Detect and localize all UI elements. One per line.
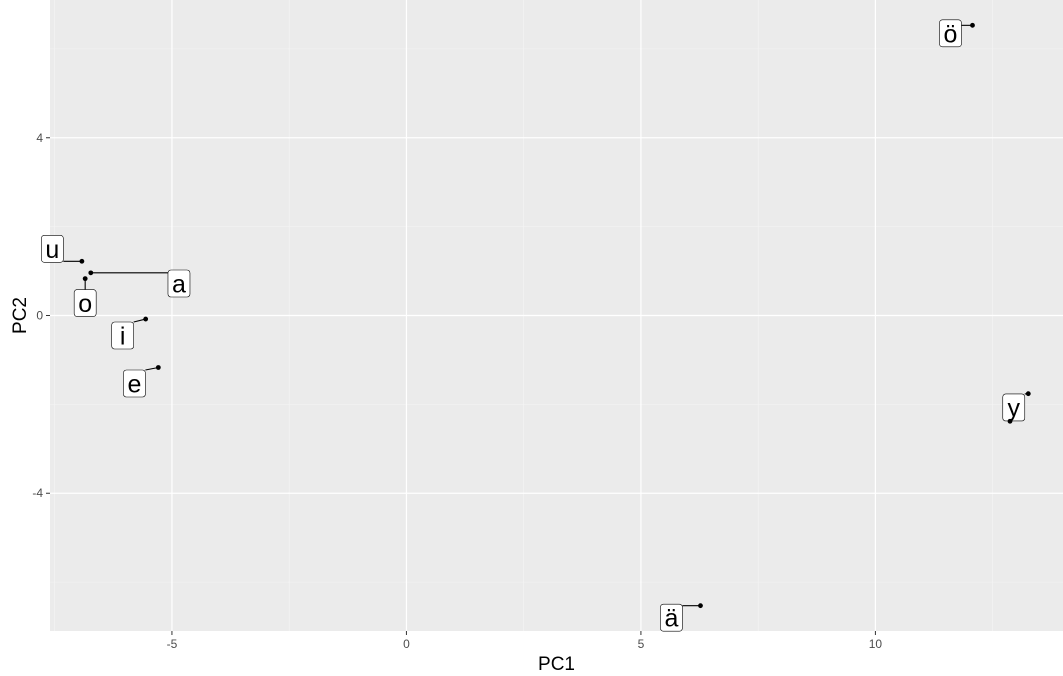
y-axis-ticks: -4 0 4 bbox=[32, 131, 50, 500]
y-axis-title: PC2 bbox=[10, 297, 31, 334]
x-axis-ticks: -5 0 5 10 bbox=[167, 631, 883, 651]
point-label: y bbox=[1002, 393, 1029, 422]
data-point bbox=[88, 270, 94, 276]
point-label: a bbox=[90, 269, 191, 299]
point-label: o bbox=[73, 278, 97, 318]
x-tick-label: 5 bbox=[638, 637, 645, 651]
point-label: ö bbox=[939, 19, 973, 48]
point-label: i bbox=[111, 318, 146, 350]
point-label-text: e bbox=[127, 370, 141, 398]
label-box bbox=[111, 321, 134, 350]
x-tick-label: 0 bbox=[403, 637, 410, 651]
data-point bbox=[1025, 391, 1031, 397]
data-point bbox=[82, 276, 88, 282]
x-tick-label: 10 bbox=[869, 637, 883, 651]
y-tick-label: 4 bbox=[36, 131, 43, 145]
label-box bbox=[123, 369, 146, 398]
point-label-text: ö bbox=[943, 20, 957, 48]
y-tick-label: 0 bbox=[36, 309, 43, 323]
data-point bbox=[1007, 418, 1013, 424]
label-box bbox=[41, 235, 64, 263]
point-label: ä bbox=[660, 603, 701, 633]
data-point bbox=[143, 316, 149, 322]
y-tick-label: -4 bbox=[32, 486, 43, 500]
data-point bbox=[79, 258, 85, 264]
data-point bbox=[970, 22, 975, 28]
point-label-text: u bbox=[45, 236, 59, 264]
label-box bbox=[167, 269, 191, 298]
grid-lines bbox=[50, 0, 1063, 631]
label-box bbox=[660, 603, 683, 632]
point-label-text: y bbox=[1008, 394, 1021, 422]
point-label-text: i bbox=[120, 322, 126, 350]
data-point bbox=[698, 603, 703, 609]
data-marks: u a oie ö y ä bbox=[41, 19, 1031, 633]
point-label: u bbox=[41, 235, 82, 264]
point-label-text: ä bbox=[664, 605, 678, 633]
label-box bbox=[1002, 393, 1026, 422]
x-axis-title: PC1 bbox=[538, 654, 575, 675]
point-label-text: a bbox=[172, 271, 186, 299]
label-box bbox=[939, 19, 962, 48]
data-point bbox=[155, 365, 161, 370]
point-label-text: o bbox=[78, 290, 92, 318]
point-label: e bbox=[123, 366, 159, 398]
x-tick-label: -5 bbox=[167, 637, 178, 651]
